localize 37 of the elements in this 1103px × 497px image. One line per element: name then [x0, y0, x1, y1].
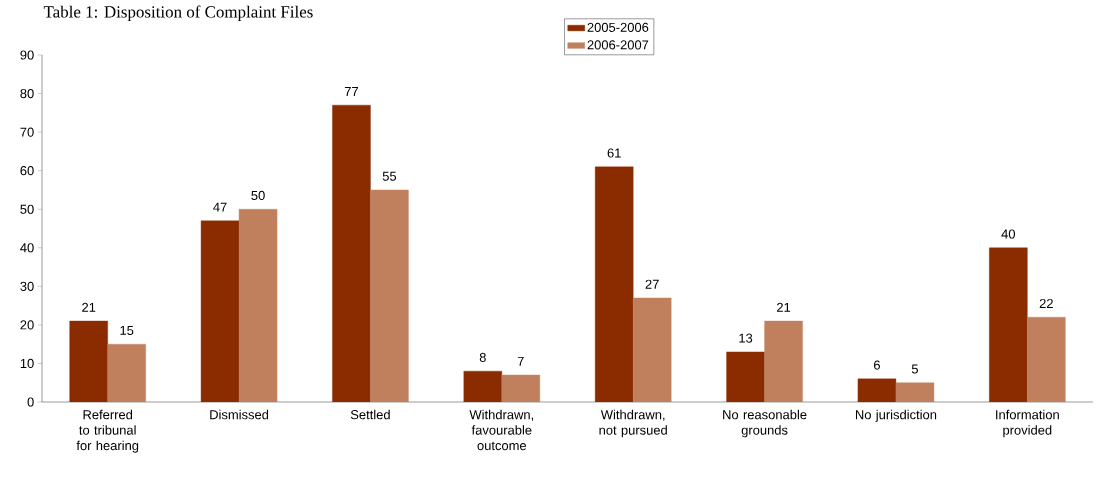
x-tick-label: Withdrawn, not pursued [599, 409, 667, 438]
chart-title: Table 1: Disposition of Complaint Files [43, 5, 313, 22]
data-label: 77 [344, 87, 358, 96]
y-tick-label: 70 [20, 127, 34, 137]
data-label: 47 [213, 202, 227, 212]
y-tick-label: 60 [20, 166, 34, 176]
x-tick-label: Referred to tribunal for hearing [76, 409, 139, 453]
y-tick-label: 0 [27, 397, 34, 407]
y-tick-label: 10 [20, 358, 34, 369]
y-tick-label: 40 [20, 243, 34, 253]
y-tick-label: 90 [20, 50, 34, 60]
data-label: 40 [1001, 229, 1016, 239]
data-label: 27 [645, 279, 659, 289]
data-label: 55 [382, 171, 397, 181]
data-label: 21 [82, 302, 96, 312]
data-label: 5 [911, 364, 918, 374]
data-label: 8 [479, 352, 486, 362]
x-tick-label: Settled [350, 409, 390, 420]
data-label: 61 [607, 148, 621, 158]
x-tick-label: Dismissed [210, 409, 269, 420]
legend-label: 2006-2007 [587, 40, 649, 50]
y-tick-label: 30 [20, 281, 34, 291]
data-label: 7 [517, 356, 524, 366]
data-label: 50 [251, 190, 265, 201]
x-tick-label: Information provided [996, 409, 1059, 438]
x-tick-label: No jurisdiction [855, 409, 937, 422]
data-label: 22 [1039, 298, 1053, 308]
data-label: 6 [874, 360, 880, 370]
y-tick-label: 20 [20, 320, 34, 330]
x-tick-label: No reasonable grounds [723, 409, 807, 438]
data-label: 21 [777, 302, 791, 312]
y-tick-label: 80 [20, 88, 34, 99]
legend-label: 2005-2006 [587, 22, 649, 32]
y-tick-label: 50 [20, 204, 34, 214]
x-tick-label: Withdrawn, favourable outcome [469, 409, 534, 451]
data-label: 15 [120, 325, 134, 335]
data-label: 13 [739, 333, 753, 343]
